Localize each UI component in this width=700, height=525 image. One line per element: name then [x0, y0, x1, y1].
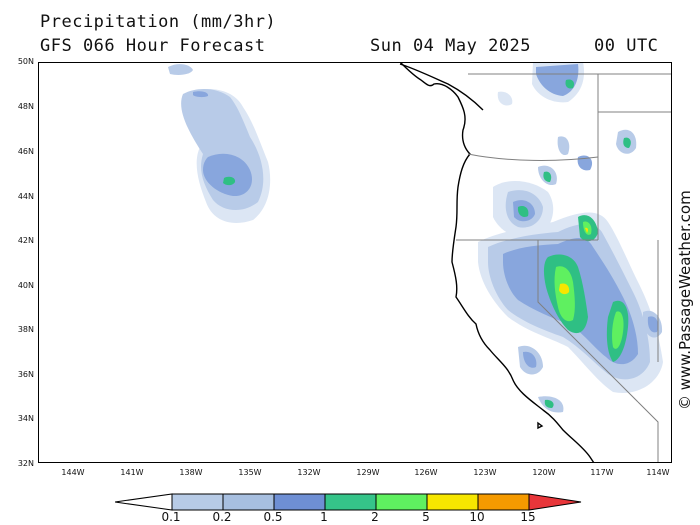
lat-label-48n: 48N	[17, 102, 34, 111]
lon-label-123w: 123W	[473, 468, 497, 477]
border-wa-or	[467, 153, 599, 161]
legend-arrow-left	[115, 493, 173, 511]
precip-wa-green	[565, 79, 575, 89]
lat-label-34n: 34N	[17, 414, 34, 423]
lat-label-50n: 50N	[17, 57, 34, 66]
lon-label-144w: 144W	[61, 468, 85, 477]
lat-label-36n: 36N	[17, 370, 34, 379]
precip-band-yellow	[559, 283, 570, 295]
precip-id-low	[557, 136, 570, 156]
legend-swatch-6	[477, 493, 530, 511]
lon-label-132w: 132W	[297, 468, 321, 477]
precip-ca-south2-green	[544, 399, 554, 408]
legend-swatch-5	[426, 493, 479, 511]
precip-north-yellow	[585, 227, 589, 233]
coastline-path	[399, 62, 595, 463]
precip-ca-south-mid	[523, 351, 537, 368]
legend-label-0: 0.1	[161, 510, 181, 524]
legend-swatch-1	[222, 493, 275, 511]
precip-offshore-north	[168, 64, 193, 75]
legend-swatch-2	[273, 493, 326, 511]
legend-label-4: 2	[371, 510, 379, 524]
lon-label-135w: 135W	[238, 468, 262, 477]
precip-offshore-mid	[203, 153, 253, 197]
lat-label-40n: 40N	[17, 281, 34, 290]
lat-label-44n: 44N	[17, 192, 34, 201]
lon-label-126w: 126W	[414, 468, 438, 477]
lon-label-120w: 120W	[532, 468, 556, 477]
forecast-time: 00 UTC	[594, 36, 659, 56]
legend-label-2: 0.5	[263, 510, 283, 524]
legend-label-5: 5	[422, 510, 430, 524]
legend-label-6: 10	[469, 510, 485, 524]
precip-wa-mid	[536, 64, 579, 96]
precip-mt-green	[623, 137, 631, 148]
lon-label-117w: 117W	[590, 468, 614, 477]
legend-swatch-0	[171, 493, 224, 511]
legend-label-1: 0.2	[212, 510, 232, 524]
credit-watermark: © www.PassageWeather.com	[676, 190, 694, 410]
title: Precipitation (mm/3hr)	[40, 12, 277, 32]
lon-label-138w: 138W	[179, 468, 203, 477]
state-borders	[456, 73, 672, 463]
model-run: GFS 066 Hour Forecast	[40, 36, 266, 56]
precip-ut-mid	[647, 316, 658, 333]
lon-label-114w: 114W	[646, 468, 670, 477]
lat-label-42n: 42N	[17, 236, 34, 245]
map-border	[38, 62, 672, 463]
legend-label-7: 15	[520, 510, 536, 524]
lat-label-32n: 32N	[17, 459, 34, 468]
precip-wa-light2	[497, 91, 513, 106]
border-az	[637, 401, 659, 463]
legend-swatch-4	[375, 493, 428, 511]
border-ca-nv	[537, 240, 639, 403]
legend-swatch-3	[324, 493, 377, 511]
coastline	[399, 62, 595, 463]
precip-fields	[168, 62, 663, 413]
precip-or-east-green	[543, 171, 552, 182]
legend-arrow-right	[528, 493, 582, 511]
island-small	[537, 421, 544, 430]
lon-label-129w: 129W	[356, 468, 380, 477]
island-vancouver	[399, 63, 484, 111]
lat-label-46n: 46N	[17, 147, 34, 156]
precipitation-map	[38, 62, 672, 463]
precip-or-green	[517, 206, 529, 217]
lat-label-38n: 38N	[17, 325, 34, 334]
precipitation-legend	[115, 493, 582, 511]
precip-offshore-core	[223, 176, 236, 186]
legend-label-3: 1	[320, 510, 328, 524]
lon-label-141w: 141W	[120, 468, 144, 477]
precip-offshore-north2	[193, 91, 209, 98]
forecast-date: Sun 04 May 2025	[370, 36, 532, 56]
precip-nv-bright	[612, 311, 624, 349]
